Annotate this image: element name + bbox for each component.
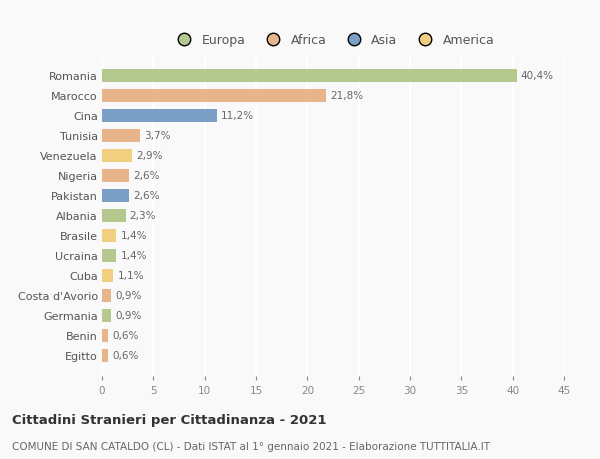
- Text: 2,6%: 2,6%: [133, 171, 160, 181]
- Text: 2,6%: 2,6%: [133, 191, 160, 201]
- Bar: [102, 229, 116, 242]
- Text: COMUNE DI SAN CATALDO (CL) - Dati ISTAT al 1° gennaio 2021 - Elaborazione TUTTIT: COMUNE DI SAN CATALDO (CL) - Dati ISTAT …: [12, 441, 490, 451]
- Text: 11,2%: 11,2%: [221, 111, 254, 121]
- Bar: [102, 329, 108, 342]
- Bar: [102, 129, 140, 142]
- Bar: [102, 169, 128, 182]
- Bar: [102, 110, 217, 123]
- Legend: Europa, Africa, Asia, America: Europa, Africa, Asia, America: [167, 29, 499, 52]
- Text: 2,9%: 2,9%: [136, 151, 163, 161]
- Bar: [102, 349, 108, 362]
- Text: 1,4%: 1,4%: [121, 231, 147, 241]
- Bar: [102, 150, 132, 162]
- Bar: [102, 70, 517, 83]
- Bar: [102, 209, 125, 222]
- Text: 3,7%: 3,7%: [144, 131, 170, 141]
- Text: 1,1%: 1,1%: [118, 270, 144, 280]
- Bar: [102, 309, 111, 322]
- Text: 0,9%: 0,9%: [115, 291, 142, 301]
- Text: 21,8%: 21,8%: [330, 91, 363, 101]
- Text: 0,6%: 0,6%: [112, 350, 139, 360]
- Bar: [102, 249, 116, 262]
- Text: Cittadini Stranieri per Cittadinanza - 2021: Cittadini Stranieri per Cittadinanza - 2…: [12, 413, 326, 426]
- Text: 2,3%: 2,3%: [130, 211, 156, 221]
- Bar: [102, 90, 326, 102]
- Bar: [102, 189, 128, 202]
- Bar: [102, 289, 111, 302]
- Text: 40,4%: 40,4%: [521, 71, 554, 81]
- Bar: [102, 269, 113, 282]
- Text: 0,6%: 0,6%: [112, 330, 139, 340]
- Text: 0,9%: 0,9%: [115, 310, 142, 320]
- Text: 1,4%: 1,4%: [121, 251, 147, 261]
